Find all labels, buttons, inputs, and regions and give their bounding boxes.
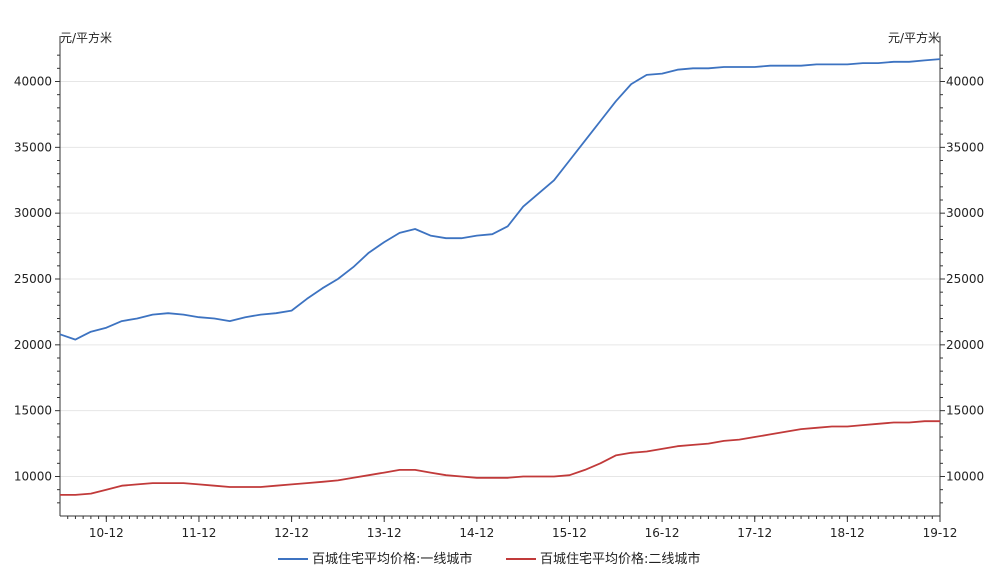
legend-label-2: 百城住宅平均价格:二线城市 — [540, 551, 700, 567]
axes — [59, 36, 941, 517]
left-y-tick-label: 25000 — [14, 272, 52, 286]
right-axis-unit-label: 元/平方米 — [888, 30, 940, 45]
x-tick-label: 11-12 — [182, 526, 217, 540]
x-tick-label: 15-12 — [552, 526, 587, 540]
right-y-tick-label: 15000 — [946, 404, 984, 418]
legend: 百城住宅平均价格:一线城市 百城住宅平均价格:二线城市 — [278, 551, 700, 567]
left-y-tick-label: 30000 — [14, 206, 52, 220]
legend-label-1: 百城住宅平均价格:一线城市 — [312, 551, 472, 567]
x-tick-label: 13-12 — [367, 526, 402, 540]
x-tick-label: 17-12 — [737, 526, 772, 540]
series-lines — [59, 58, 941, 496]
x-tick-label: 10-12 — [89, 526, 124, 540]
right-y-tick-label: 25000 — [946, 272, 984, 286]
left-y-tick-label: 40000 — [14, 75, 52, 89]
right-y-tick-label: 30000 — [946, 206, 984, 220]
right-y-tick-label: 35000 — [946, 140, 984, 154]
x-tick-label: 14-12 — [459, 526, 494, 540]
axis-ticks: 10000 10000 15000 15000 20000 20000 25000 25000… — [14, 54, 984, 540]
left-y-tick-label: 15000 — [14, 404, 52, 418]
x-tick-label: 18-12 — [830, 526, 865, 540]
left-y-tick-label: 20000 — [14, 338, 52, 352]
right-y-tick-label: 40000 — [946, 75, 984, 89]
x-tick-label: 19-12 — [923, 526, 958, 540]
right-y-tick-label: 20000 — [946, 338, 984, 352]
series-line-1 — [59, 58, 941, 341]
left-y-tick-label: 35000 — [14, 140, 52, 154]
left-axis-unit-label: 元/平方米 — [60, 30, 112, 45]
gridlines — [60, 81, 940, 477]
x-tick-label: 12-12 — [274, 526, 309, 540]
right-y-tick-label: 10000 — [946, 470, 984, 484]
series-line-2 — [60, 420, 940, 496]
x-tick-label: 16-12 — [645, 526, 680, 540]
left-y-tick-label: 10000 — [14, 470, 52, 484]
